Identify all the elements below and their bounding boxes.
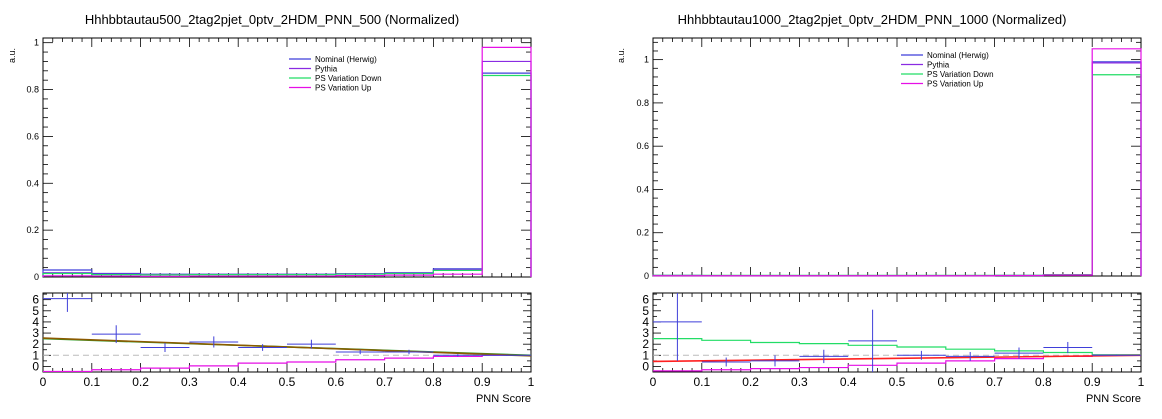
x-tick-label: 0.6 xyxy=(327,375,344,389)
chart-title: Hhhbbtautau1000_2tag2pjet_0ptv_2HDM_PNN_… xyxy=(678,12,1067,27)
y-tick-label: 1 xyxy=(644,55,649,65)
x-tick-label: 1 xyxy=(528,375,535,389)
ratio-y-tick-label: 3 xyxy=(32,326,39,340)
x-tick-label: 0.4 xyxy=(230,375,247,389)
ratio-fit-line xyxy=(652,354,1142,363)
ratio-fit-line xyxy=(42,337,532,357)
series-3-histogram xyxy=(42,46,532,277)
chart-panel-1: Hhhbbtautau500_2tag2pjet_0ptv_2HDM_PNN_5… xyxy=(7,12,535,405)
y-axis-label: a.u. xyxy=(616,48,626,63)
x-tick-label: 0.7 xyxy=(376,375,393,389)
main-plot-frame xyxy=(42,37,532,278)
ratio-y-tick-label: 4 xyxy=(32,315,39,329)
legend-entry: Nominal (Herwig) xyxy=(315,55,377,64)
series-0-histogram xyxy=(652,61,1142,277)
chart-panel-2: Hhhbbtautau1000_2tag2pjet_0ptv_2HDM_PNN_… xyxy=(616,12,1145,405)
ratio-y-tick-label: 6 xyxy=(32,293,39,307)
ratio-down-step xyxy=(653,338,1141,356)
legend-entry: Nominal (Herwig) xyxy=(927,51,989,60)
y-tick-label: 0.8 xyxy=(26,85,39,95)
x-tick-label: 0.9 xyxy=(1084,375,1101,389)
y-tick-label: 0.6 xyxy=(26,131,39,141)
chart-title: Hhhbbtautau500_2tag2pjet_0ptv_2HDM_PNN_5… xyxy=(85,12,459,27)
ratio-y-tick-label: 5 xyxy=(642,304,649,318)
x-tick-label: 0.4 xyxy=(840,375,857,389)
legend-entry: PS Variation Down xyxy=(927,70,994,79)
series-2-histogram xyxy=(42,74,532,277)
x-tick-label: 0.2 xyxy=(132,375,149,389)
ratio-y-tick-label: 1 xyxy=(32,348,39,362)
x-tick-label: 0.6 xyxy=(937,375,954,389)
y-tick-label: 0 xyxy=(34,272,39,282)
x-tick-label: 0.1 xyxy=(83,375,100,389)
legend-entry: PS Variation Up xyxy=(927,80,984,89)
x-tick-label: 0.5 xyxy=(889,375,906,389)
ratio-y-tick-label: 4 xyxy=(642,315,649,329)
legend-entry: PS Variation Up xyxy=(315,84,372,93)
y-tick-label: 0.4 xyxy=(26,178,39,188)
y-tick-label: 0 xyxy=(644,271,649,281)
x-axis-label: PNN Score xyxy=(476,393,531,405)
ratio-y-tick-label: 5 xyxy=(32,304,39,318)
ratio-up-step xyxy=(43,354,531,373)
x-tick-label: 0.9 xyxy=(474,375,491,389)
y-tick-label: 0.4 xyxy=(636,184,649,194)
ratio-y-tick-label: 3 xyxy=(642,326,649,340)
x-tick-label: 1 xyxy=(1138,375,1145,389)
x-tick-label: 0.8 xyxy=(425,375,442,389)
legend-entry: Pythia xyxy=(315,65,338,74)
ratio-y-tick-label: 0 xyxy=(642,359,649,373)
series-3-histogram xyxy=(652,48,1142,277)
legend-entry: Pythia xyxy=(927,61,950,70)
y-tick-label: 0.2 xyxy=(26,225,39,235)
x-tick-label: 0.2 xyxy=(742,375,759,389)
x-tick-label: 0.8 xyxy=(1035,375,1052,389)
ratio-y-tick-label: 0 xyxy=(32,359,39,373)
x-tick-label: 0.1 xyxy=(693,375,710,389)
ratio-y-tick-label: 6 xyxy=(642,293,649,307)
ratio-y-tick-label: 1 xyxy=(642,348,649,362)
y-tick-label: 0.2 xyxy=(636,228,649,238)
legend-entry: PS Variation Down xyxy=(315,74,382,83)
ratio-y-tick-label: 2 xyxy=(642,337,649,351)
x-tick-label: 0 xyxy=(40,375,47,389)
main-plot-frame xyxy=(652,37,1142,277)
ratio-y-tick-label: 2 xyxy=(32,337,39,351)
y-tick-label: 0.8 xyxy=(636,98,649,108)
x-tick-label: 0.5 xyxy=(279,375,296,389)
x-tick-label: 0 xyxy=(650,375,657,389)
x-axis-label: PNN Score xyxy=(1086,393,1141,405)
x-tick-label: 0.7 xyxy=(986,375,1003,389)
y-tick-label: 1 xyxy=(34,38,39,48)
series-1-histogram xyxy=(42,60,532,277)
series-0-histogram xyxy=(42,72,532,277)
y-axis-label: a.u. xyxy=(7,48,17,63)
x-tick-label: 0.3 xyxy=(181,375,198,389)
series-2-histogram xyxy=(652,74,1142,276)
x-tick-label: 0.3 xyxy=(791,375,808,389)
series-1-histogram xyxy=(652,62,1142,277)
y-tick-label: 0.6 xyxy=(636,141,649,151)
